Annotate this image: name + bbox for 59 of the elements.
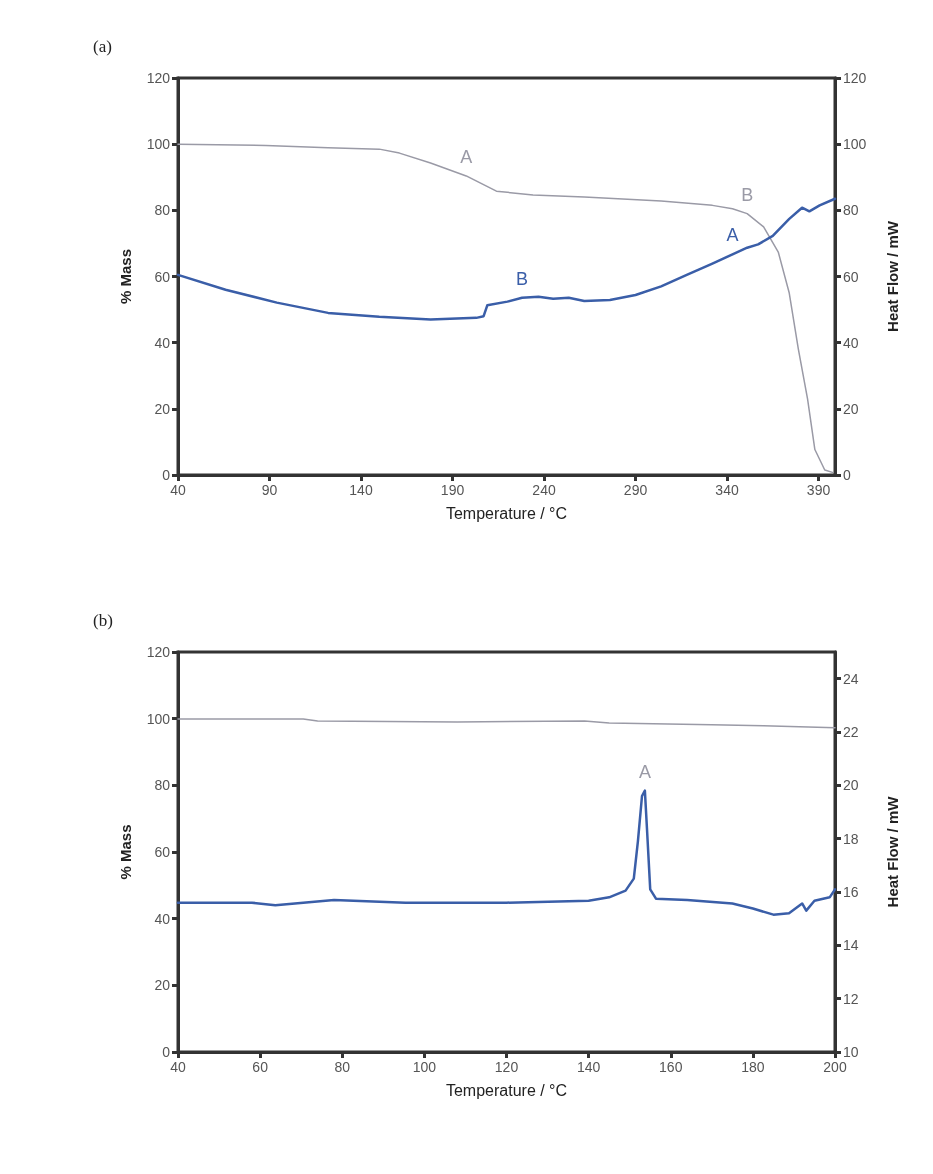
y-tick-label: 0 [162,1044,171,1060]
y-tick-label: 0 [162,467,171,483]
x-tick-label: 140 [349,482,373,498]
y-tick-label: 40 [154,910,171,927]
y2-tick-label: 18 [843,830,859,847]
y2-tick-label: 24 [843,670,859,687]
y2-tick-label: 40 [843,334,859,351]
y2-tick-label: 10 [843,1044,859,1060]
y2-axis-title: Heat Flow / mW [884,795,901,908]
y2-tick-label: 12 [843,990,859,1007]
y-tick-label: 60 [154,844,171,860]
x-tick-label: 90 [261,482,278,498]
x-tick-label: 240 [532,482,556,498]
y-tick-label: 80 [154,777,171,794]
line-series [176,789,837,916]
y-tick-label: 120 [146,70,171,86]
x-tick-label: 100 [412,1059,437,1075]
x-axis-title: Temperature / °C [445,504,568,522]
x-tick-label: 120 [494,1059,519,1075]
annotation: A [460,146,473,167]
x-tick-label: 80 [334,1059,351,1075]
x-tick-label: 340 [715,482,739,498]
x-tick-label: 140 [576,1059,601,1075]
y-tick-label: 80 [154,202,171,219]
y-tick-label: 60 [154,268,171,285]
chart-title: (b) [93,611,113,630]
annotation: B [741,184,754,205]
x-tick-label: 160 [659,1059,683,1075]
annotation: A [638,761,651,782]
y-tick-label: 20 [154,400,171,417]
y2-tick-label: 22 [843,724,859,740]
x-axis-title: Temperature / °C [445,1081,568,1099]
y-tick-label: 100 [146,136,171,153]
y-tick-label: 120 [146,644,171,660]
x-tick-label: 390 [806,482,831,498]
y2-tick-label: 0 [843,467,851,483]
x-tick-label: 180 [741,1059,765,1075]
y-tick-label: 100 [146,710,171,727]
y2-tick-label: 16 [843,884,859,900]
y-tick-label: 40 [154,334,171,351]
x-tick-label: 190 [440,482,465,498]
annotation: B [516,268,529,289]
y2-tick-label: 80 [843,202,859,219]
y2-axis-title: Heat Flow / mW [884,220,901,332]
line-series [177,718,836,729]
y-axis-title: % Mass [117,824,134,880]
x-tick-label: 60 [252,1059,269,1075]
chart-title: (a) [93,37,112,56]
y2-tick-label: 14 [843,937,859,954]
y2-tick-label: 60 [843,268,859,285]
y2-tick-label: 20 [843,400,859,417]
y2-tick-label: 120 [843,70,867,86]
y2-tick-label: 20 [843,777,859,794]
annotation: A [726,225,739,246]
y-axis-title: % Mass [117,248,134,305]
y2-tick-label: 100 [843,136,867,153]
x-tick-label: 200 [823,1059,847,1075]
y-tick-label: 20 [154,977,171,994]
x-tick-label: 290 [623,482,648,498]
